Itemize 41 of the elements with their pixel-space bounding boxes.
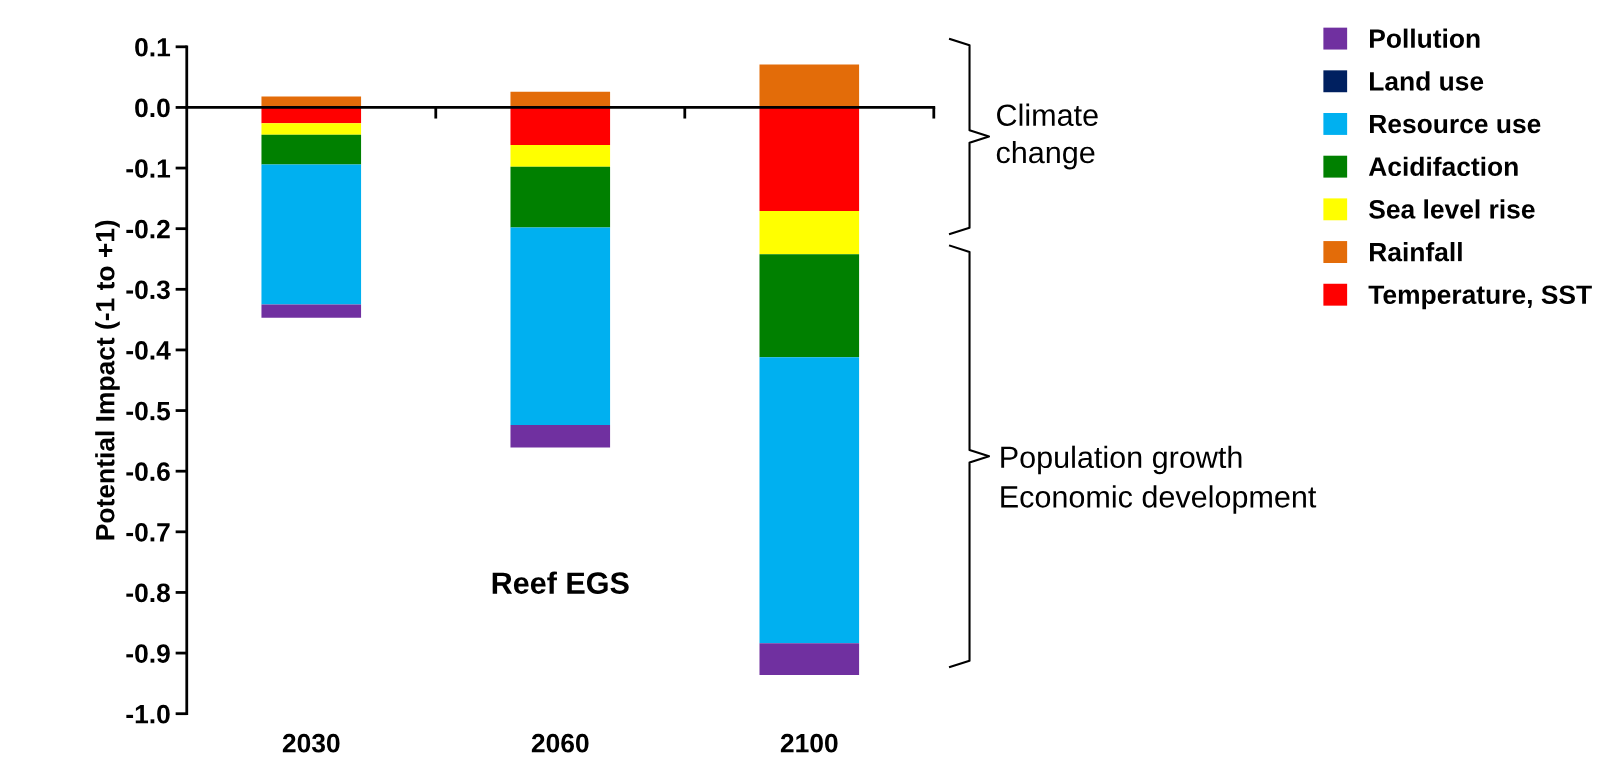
y-tick-label: -0.6 — [126, 462, 170, 482]
y-tick-label: -0.9 — [126, 644, 170, 663]
bar — [759, 107, 860, 212]
y-tick-label: -0.8 — [126, 583, 170, 603]
bar — [759, 254, 860, 358]
bar — [261, 123, 362, 135]
legend-label: Pollution — [1370, 28, 1480, 48]
x-tick-label: 2100 — [780, 733, 838, 753]
annotation: Reef EGS — [492, 571, 629, 594]
y-tick-label: -1.0 — [126, 704, 170, 724]
y-tick-label: -0.4 — [126, 341, 171, 360]
bar — [510, 166, 611, 228]
bar — [510, 227, 611, 426]
text: Climate change — [996, 103, 1098, 170]
bar — [261, 134, 362, 165]
x-tick-label: 2060 — [531, 733, 589, 753]
y-tick-label: 0.1 — [135, 37, 171, 57]
legend-label: Temperature, SST — [1368, 285, 1592, 310]
legend-label: Land use — [1370, 71, 1484, 91]
bar — [261, 304, 362, 318]
legend-label: Rainfall — [1370, 242, 1462, 262]
bar — [510, 145, 611, 167]
legend-label: Sea level rise — [1369, 199, 1535, 219]
bar — [759, 643, 860, 675]
y-tick-label: -0.5 — [126, 401, 171, 421]
bar — [759, 357, 860, 644]
bar — [261, 164, 362, 305]
y-tick-label: 0.0 — [135, 98, 170, 118]
text: Population growth Economic development — [1001, 445, 1317, 514]
bar — [510, 107, 611, 146]
legend-label: Resource use — [1370, 114, 1541, 134]
bar — [759, 211, 860, 255]
x-tick-label: 2030 — [282, 733, 340, 753]
y-tick-label: -0.7 — [126, 522, 170, 542]
y-tick-label: -0.3 — [126, 280, 170, 300]
y-tick-label: -0.1 — [126, 159, 171, 178]
bar — [759, 64, 860, 108]
y-axis-title: Potential Impact (-1 to +1) — [95, 220, 120, 540]
bar — [510, 425, 611, 448]
legend-label: Acidifaction — [1368, 156, 1518, 177]
y-tick-label: -0.2 — [126, 219, 170, 239]
